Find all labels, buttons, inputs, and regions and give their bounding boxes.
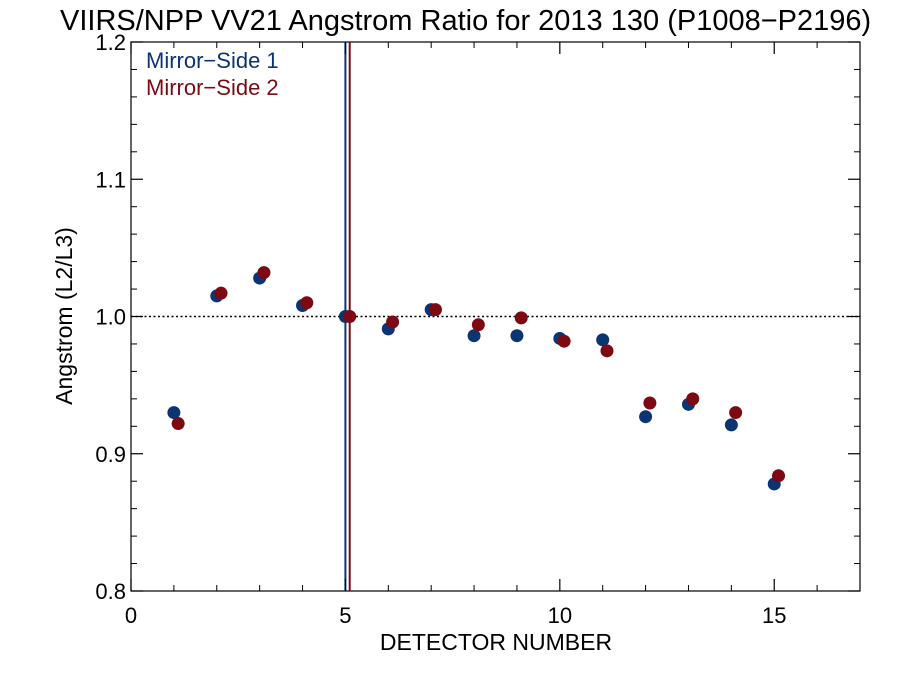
data-point-series-1: [639, 410, 653, 424]
data-point-series-1: [596, 333, 610, 347]
chart-title: VIIRS/NPP VV21 Angstrom Ratio for 2013 1…: [60, 5, 871, 37]
data-point-series-2: [514, 311, 528, 325]
data-point-series-2: [300, 296, 314, 310]
data-point-series-2: [772, 469, 786, 483]
data-point-series-2: [428, 303, 442, 317]
data-point-series-2: [643, 396, 657, 410]
y-tick-label: 1.0: [95, 305, 126, 330]
x-tick-label: 15: [762, 603, 786, 628]
data-point-series-2: [600, 344, 614, 358]
y-tick-label: 0.9: [95, 442, 126, 467]
data-point-series-1: [167, 406, 181, 420]
y-tick-label: 1.1: [95, 167, 126, 192]
data-point-series-2: [257, 266, 271, 280]
x-tick-label: 5: [339, 603, 351, 628]
legend-entry-2: Mirror−Side 2: [146, 75, 279, 100]
y-axis-label: Angstrom (L2/L3): [51, 227, 77, 405]
data-point-series-1: [510, 329, 524, 343]
x-tick-label: 0: [125, 603, 137, 628]
x-axis-label: DETECTOR NUMBER: [380, 629, 612, 655]
data-point-series-2: [729, 406, 743, 420]
data-point-series-1: [467, 329, 481, 343]
data-point-series-2: [686, 392, 700, 406]
y-tick-label: 0.8: [95, 579, 126, 604]
data-point-series-2: [557, 334, 571, 348]
data-points-group: [167, 266, 786, 491]
x-tick-label: 10: [548, 603, 572, 628]
legend-entry-1: Mirror−Side 1: [146, 48, 279, 73]
tick-group: 0 5 10 15 0.8 0.9 1.0 1.1 1.2: [95, 30, 861, 628]
data-point-series-1: [724, 418, 738, 432]
data-point-series-2: [214, 286, 228, 300]
data-point-series-2: [171, 417, 185, 431]
data-point-series-2: [343, 310, 357, 323]
y-tick-label: 1.2: [95, 30, 126, 55]
data-point-series-2: [386, 315, 400, 329]
data-point-series-2: [471, 318, 485, 332]
